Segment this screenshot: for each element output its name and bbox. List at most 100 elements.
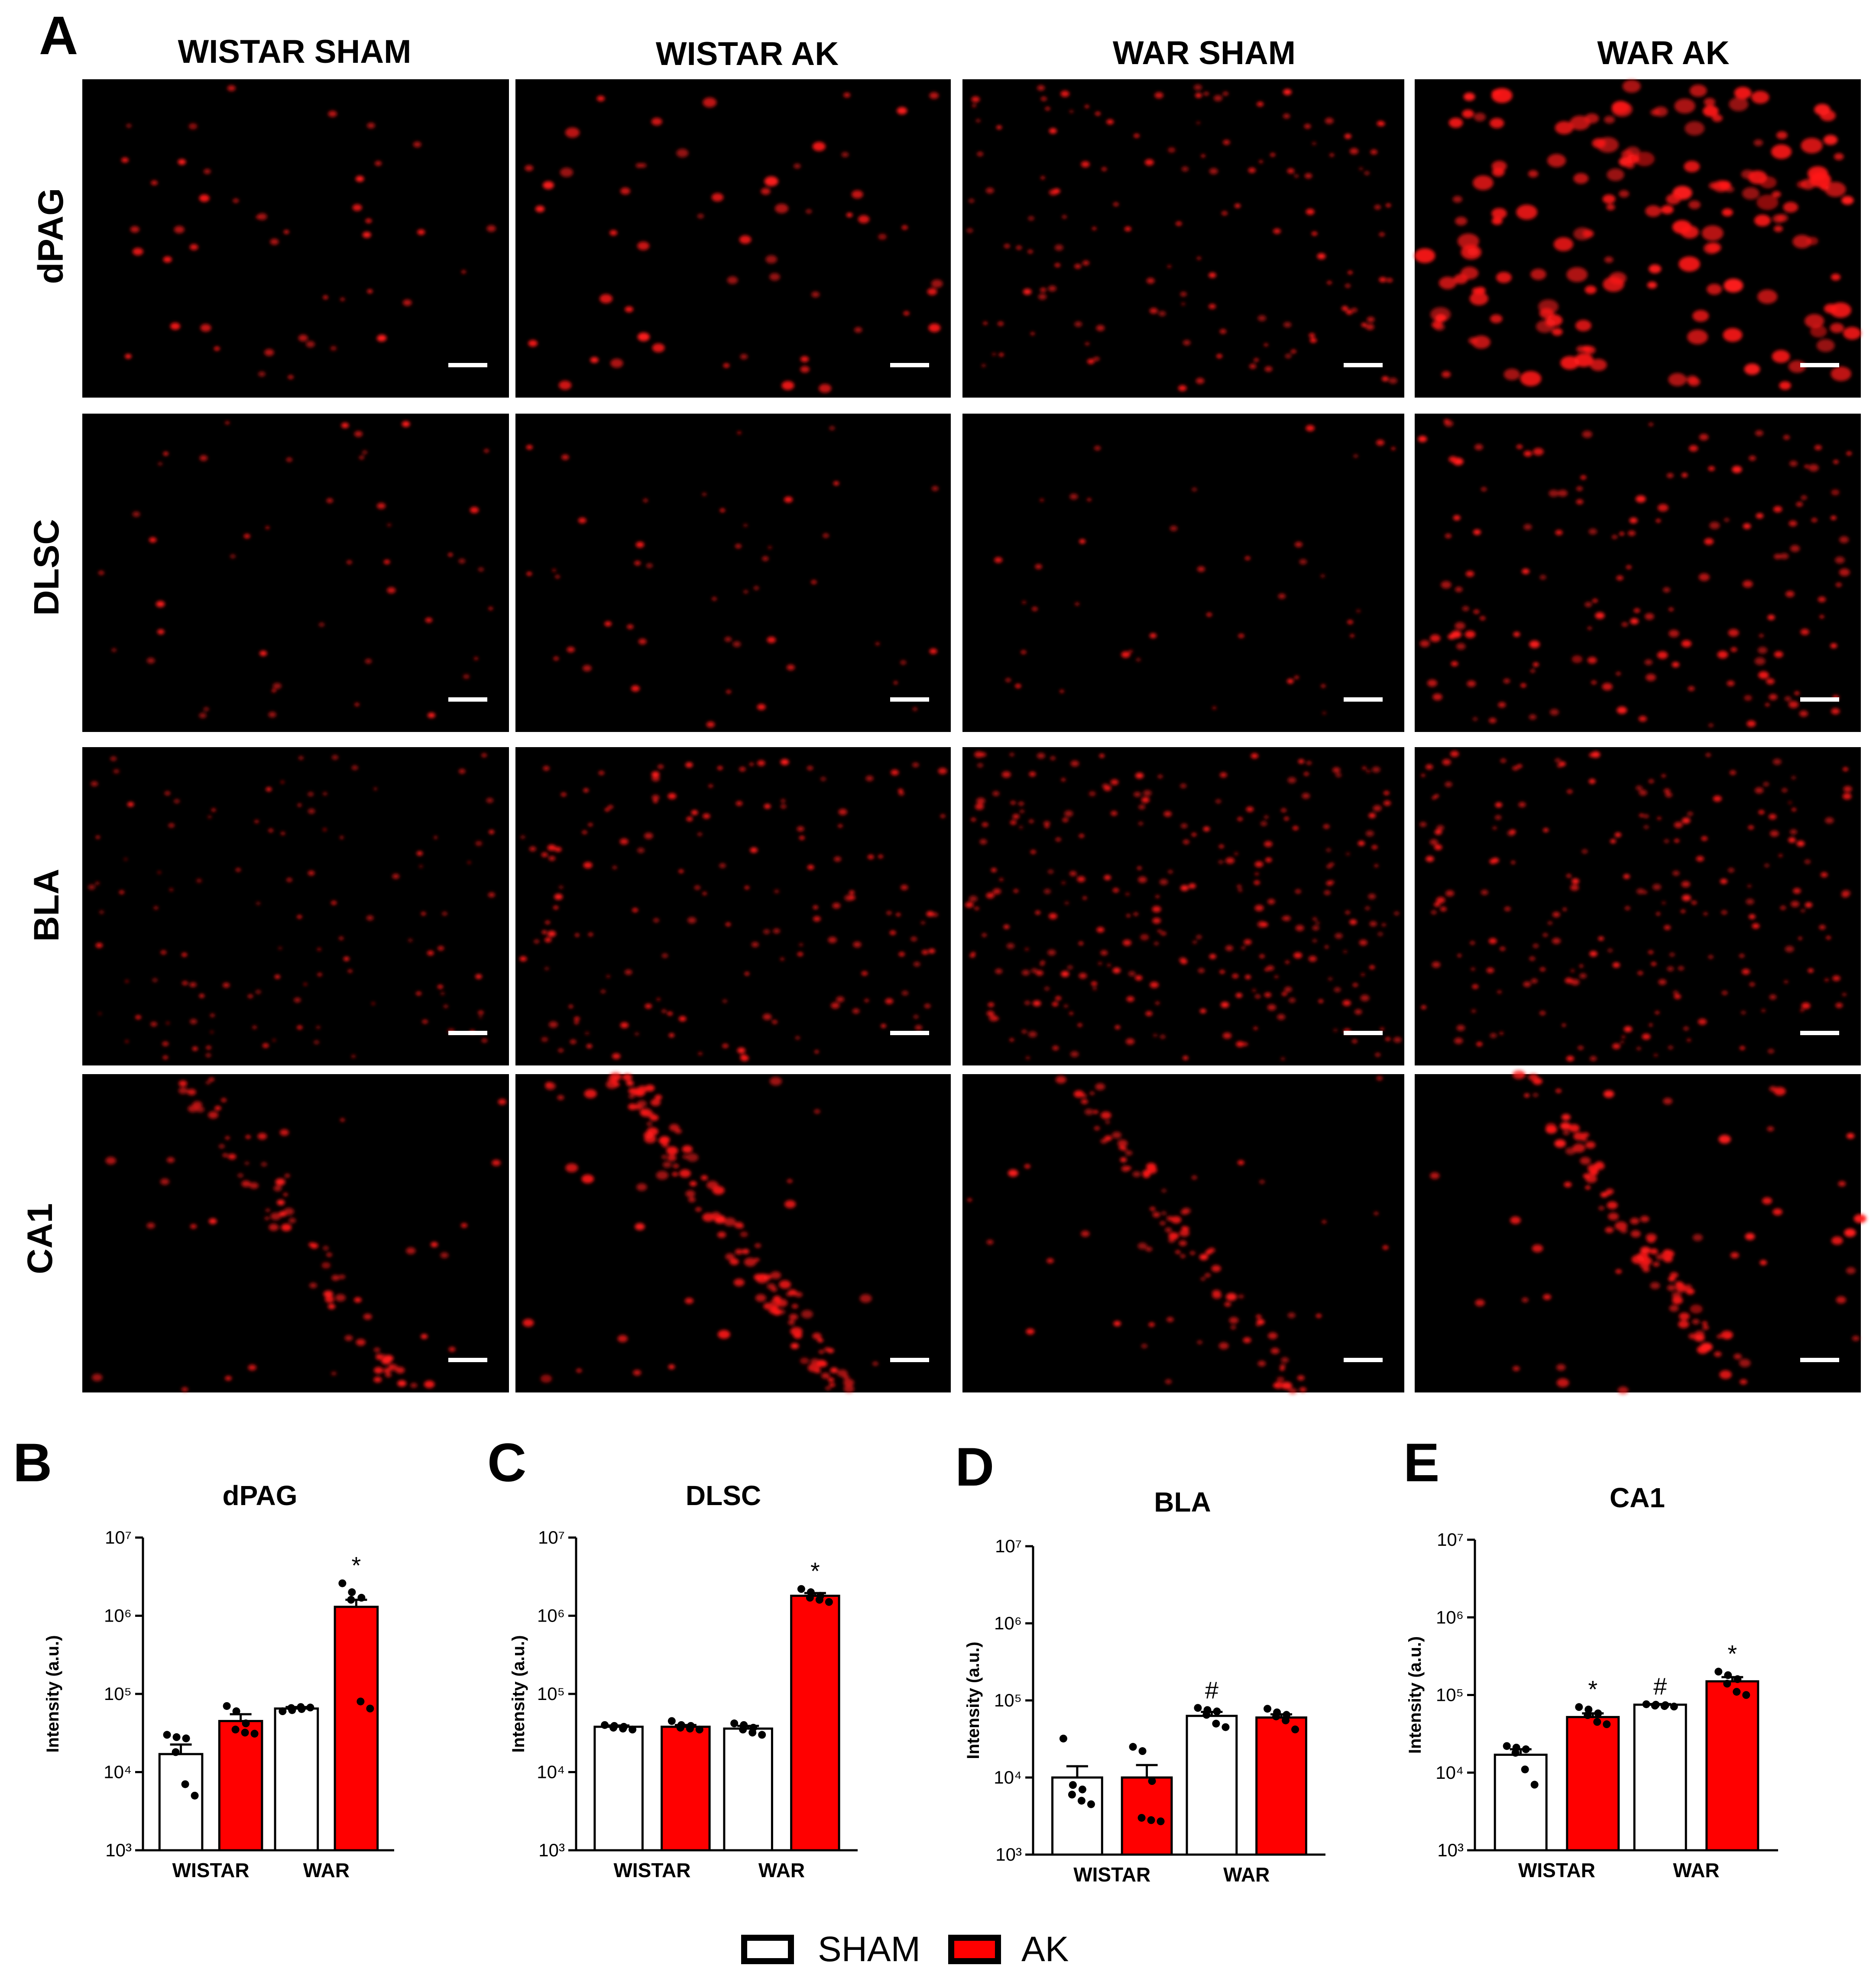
- data-point: [1078, 1785, 1086, 1794]
- bar-ak-wistar: [661, 1726, 711, 1852]
- data-point: [806, 1593, 814, 1602]
- data-point: [279, 1707, 287, 1716]
- y-tick-label: 10⁶: [994, 1613, 1022, 1633]
- y-tick-label: 10⁵: [537, 1684, 565, 1704]
- y-tick-label: 10⁴: [537, 1762, 565, 1782]
- panel-letter-c: C: [487, 1433, 526, 1493]
- bar-sham-wistar: [593, 1726, 644, 1852]
- panel-letter-e: E: [1403, 1433, 1439, 1493]
- data-point: [758, 1731, 766, 1739]
- micrograph-bla-wistar-sham: [82, 747, 509, 1065]
- scale-bar: [1344, 1358, 1383, 1362]
- y-tick-label: 10⁷: [1437, 1529, 1464, 1550]
- data-point: [366, 1704, 374, 1713]
- y-tick-label: 10⁷: [995, 1536, 1022, 1556]
- data-point: [1584, 1711, 1592, 1719]
- micrograph-dlsc-war-sham: [962, 414, 1404, 732]
- data-point: [1222, 1723, 1230, 1731]
- data-point: [797, 1585, 805, 1593]
- data-point: [1670, 1703, 1678, 1711]
- micrograph-dpag-wistar-ak: [515, 79, 951, 398]
- micrograph-ca1-wistar-sham: [82, 1074, 509, 1392]
- chart-title: DLSC: [686, 1480, 761, 1511]
- data-point: [619, 1725, 627, 1733]
- data-point: [1194, 1704, 1202, 1712]
- column-header-war-ak: WAR AK: [1597, 35, 1729, 71]
- micrograph-bla-wistar-ak: [515, 747, 951, 1065]
- data-point: [1291, 1726, 1299, 1734]
- bar-sham-war: [1186, 1715, 1238, 1856]
- data-point: [1069, 1781, 1077, 1789]
- bar-sham-wistar: [1051, 1776, 1103, 1856]
- row-label-bla: BLA: [27, 869, 66, 942]
- chart-panel-e: E CA1 Intensity (a.u.) 10³ 10⁴ 10⁵ 10⁶ 10⁷ WISTA…: [1403, 1433, 1778, 1881]
- data-point: [695, 1726, 703, 1734]
- data-point: [181, 1780, 189, 1788]
- data-point: [1213, 1707, 1221, 1716]
- data-point: [1147, 1816, 1155, 1824]
- bar-sham-wistar: [158, 1753, 204, 1852]
- data-point: [609, 1723, 618, 1732]
- data-point: [667, 1717, 676, 1725]
- scale-bar: [448, 363, 487, 367]
- data-point: [686, 1725, 694, 1733]
- data-point: [1272, 1712, 1280, 1720]
- y-axis-label: Intensity (a.u.): [43, 1635, 62, 1752]
- scale-bar: [890, 1358, 929, 1362]
- scale-bar: [1800, 363, 1839, 367]
- significance-mark: *: [352, 1552, 361, 1579]
- data-point: [1522, 1745, 1530, 1753]
- scale-bar: [1800, 1031, 1839, 1035]
- micrograph-dpag-wistar-sham: [82, 79, 509, 398]
- bar-sham-wistar: [1494, 1753, 1548, 1852]
- data-point: [1282, 1716, 1290, 1725]
- y-tick-label: 10⁶: [1436, 1607, 1464, 1627]
- bar-ak-war: [790, 1594, 840, 1852]
- bar-ak-wistar: [1121, 1776, 1173, 1856]
- chart-title: BLA: [1154, 1486, 1211, 1518]
- significance-mark: #: [1653, 1672, 1667, 1700]
- data-point: [748, 1729, 757, 1737]
- scale-bar: [448, 1358, 487, 1362]
- data-point: [1212, 1719, 1220, 1728]
- legend-swatch-ak: [948, 1935, 1001, 1964]
- data-point: [1511, 1748, 1520, 1757]
- legend: SHAM AK: [741, 1930, 1069, 1969]
- data-point: [223, 1702, 231, 1710]
- data-point: [250, 1729, 259, 1738]
- x-category-label: WISTAR: [1073, 1863, 1150, 1886]
- data-point: [1157, 1817, 1165, 1826]
- chart-title: CA1: [1610, 1482, 1665, 1513]
- row-label-dpag: dPAG: [31, 188, 71, 284]
- column-header-wistar-ak: WISTAR AK: [656, 36, 839, 72]
- micrograph-ca1-war-ak: [1415, 1070, 1866, 1395]
- data-point: [1148, 1777, 1156, 1785]
- chart-title: dPAG: [222, 1480, 297, 1511]
- data-point: [1087, 1800, 1095, 1808]
- data-point: [1202, 1711, 1211, 1719]
- scale-bar: [1800, 1358, 1839, 1362]
- bar-ak-wistar: [218, 1720, 263, 1852]
- x-category-label: WAR: [1223, 1863, 1270, 1886]
- micrograph-ca1-wistar-ak: [515, 1072, 951, 1393]
- data-point: [1724, 1671, 1732, 1679]
- data-point: [825, 1598, 833, 1606]
- significance-mark: #: [1205, 1676, 1218, 1703]
- data-point: [1575, 1703, 1583, 1711]
- data-point: [739, 1726, 747, 1734]
- scale-bar: [1800, 697, 1839, 702]
- bar-ak-war: [1255, 1716, 1307, 1856]
- data-point: [1503, 1742, 1511, 1750]
- x-category-label: WAR: [303, 1859, 350, 1881]
- row-label-ca1: CA1: [20, 1203, 60, 1274]
- data-point: [1521, 1765, 1529, 1774]
- data-point: [676, 1723, 684, 1732]
- y-tick-label: 10³: [995, 1844, 1022, 1865]
- data-point: [297, 1703, 305, 1711]
- scale-bar: [448, 697, 487, 702]
- chart-panel-d: D BLA Intensity (a.u.) 10³ 10⁴ 10⁵ 10⁶ 10⁷ WISTA…: [955, 1437, 1325, 1886]
- micrograph-grid: [82, 79, 1866, 1395]
- data-point: [172, 1733, 181, 1741]
